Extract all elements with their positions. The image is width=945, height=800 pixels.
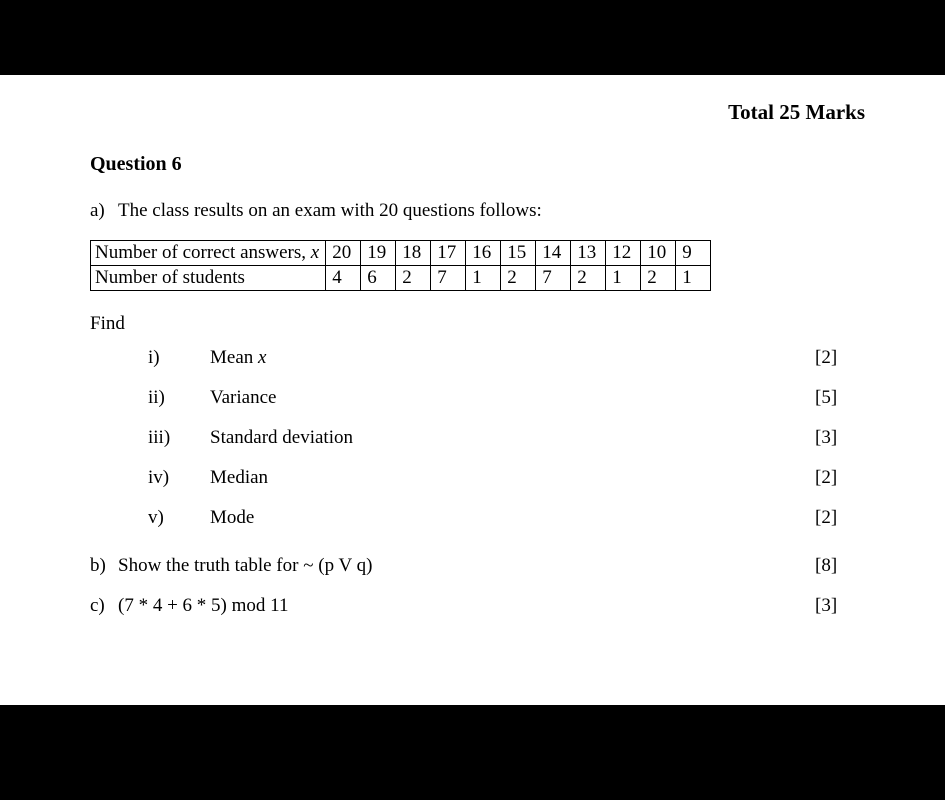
subpart-marks: [5] — [815, 387, 855, 409]
table-cell: 19 — [361, 241, 396, 266]
subpart-text: Mean x — [210, 347, 815, 369]
subpart-marks: [2] — [815, 347, 855, 369]
subpart-marks: [2] — [815, 507, 855, 529]
table-row: Number of correct answers, x 20 19 18 17… — [91, 241, 711, 266]
row1-var: x — [311, 242, 319, 263]
subpart-row: i) Mean x [2] — [90, 347, 855, 369]
table-cell: 7 — [536, 266, 571, 291]
table-cell: 20 — [326, 241, 361, 266]
part-c-letter: c) — [90, 595, 118, 617]
table-cell: 1 — [676, 266, 711, 291]
document-page: Total 25 Marks Question 6 a) The class r… — [0, 75, 945, 705]
table-cell: 4 — [326, 266, 361, 291]
table-cell: 2 — [641, 266, 676, 291]
table-cell: 13 — [571, 241, 606, 266]
table-cell: 1 — [466, 266, 501, 291]
subpart-text: Variance — [210, 387, 815, 409]
table-cell: 15 — [501, 241, 536, 266]
part-a-letter: a) — [90, 200, 118, 222]
part-c-marks: [3] — [815, 595, 855, 617]
subpart-text-main: Median — [210, 467, 268, 488]
find-label: Find — [90, 313, 855, 335]
table-cell: 2 — [571, 266, 606, 291]
data-table: Number of correct answers, x 20 19 18 17… — [90, 240, 711, 291]
table-cell: 1 — [606, 266, 641, 291]
subpart-roman: v) — [148, 507, 210, 529]
subpart-text: Mode — [210, 507, 815, 529]
subpart-text-var: x — [258, 347, 266, 368]
page-content: Total 25 Marks Question 6 a) The class r… — [0, 75, 945, 617]
table-cell: 2 — [396, 266, 431, 291]
subpart-text: Standard deviation — [210, 427, 815, 449]
subpart-text-main: Mean — [210, 347, 258, 368]
row1-label: Number of correct answers, — [95, 242, 311, 263]
table-cell: 16 — [466, 241, 501, 266]
table-cell: 18 — [396, 241, 431, 266]
subpart-marks: [2] — [815, 467, 855, 489]
subpart-row: v) Mode [2] — [90, 507, 855, 529]
part-b-text: Show the truth table for ~ (p V q) — [118, 555, 815, 577]
table-cell: 7 — [431, 266, 466, 291]
subpart-text-main: Standard deviation — [210, 427, 353, 448]
table-cell: 17 — [431, 241, 466, 266]
row1-label-cell: Number of correct answers, x — [91, 241, 326, 266]
subpart-text-main: Variance — [210, 387, 276, 408]
subpart-row: iii) Standard deviation [3] — [90, 427, 855, 449]
subpart-text: Median — [210, 467, 815, 489]
table-row: Number of students 4 6 2 7 1 2 7 2 1 2 1 — [91, 266, 711, 291]
part-b-letter: b) — [90, 555, 118, 577]
part-b-marks: [8] — [815, 555, 855, 577]
part-a-intro-row: a) The class results on an exam with 20 … — [90, 200, 855, 222]
question-title: Question 6 — [90, 153, 855, 176]
row2-label-cell: Number of students — [91, 266, 326, 291]
subpart-roman: iv) — [148, 467, 210, 489]
subpart-roman: iii) — [148, 427, 210, 449]
part-a-intro-text: The class results on an exam with 20 que… — [118, 200, 855, 222]
subpart-roman: ii) — [148, 387, 210, 409]
table-cell: 14 — [536, 241, 571, 266]
total-marks-label: Total 25 Marks — [90, 100, 865, 125]
subpart-row: iv) Median [2] — [90, 467, 855, 489]
subpart-text-main: Mode — [210, 507, 254, 528]
part-b-row: b) Show the truth table for ~ (p V q) [8… — [90, 555, 855, 577]
table-cell: 12 — [606, 241, 641, 266]
table-cell: 9 — [676, 241, 711, 266]
table-cell: 10 — [641, 241, 676, 266]
table-cell: 2 — [501, 266, 536, 291]
subpart-roman: i) — [148, 347, 210, 369]
subpart-row: ii) Variance [5] — [90, 387, 855, 409]
part-c-row: c) (7 * 4 + 6 * 5) mod 11 [3] — [90, 595, 855, 617]
part-c-text: (7 * 4 + 6 * 5) mod 11 — [118, 595, 815, 617]
subparts-list: i) Mean x [2] ii) Variance [5] iii) Stan… — [90, 347, 855, 529]
subpart-marks: [3] — [815, 427, 855, 449]
table-cell: 6 — [361, 266, 396, 291]
